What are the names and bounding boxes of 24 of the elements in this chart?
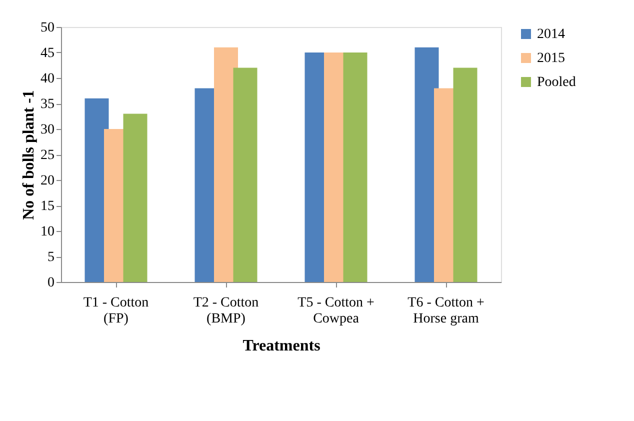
bar: [233, 68, 258, 282]
bar: [453, 68, 478, 282]
legend-label: 2014: [537, 27, 565, 42]
x-tick-label: T6 - Cotton + Horse gram: [408, 296, 484, 326]
legend-label: 2015: [537, 51, 565, 66]
x-tick-label: T1 - Cotton (FP): [83, 296, 149, 326]
y-tick-label: 20: [40, 174, 54, 188]
y-tick-label: 40: [40, 72, 54, 86]
y-tick-label: 10: [40, 224, 54, 240]
y-tick-label: 35: [40, 97, 54, 112]
bar: [343, 52, 368, 282]
x-tick-label: T2 - Cotton (BMP): [193, 296, 259, 326]
bar: [123, 114, 148, 282]
y-tick-label: 45: [40, 46, 54, 61]
x-tick-label: T5 - Cotton + Cowpea: [298, 296, 374, 326]
y-tick-label: 15: [40, 199, 54, 214]
x-axis-title: Treatments: [242, 338, 320, 354]
y-tick-label: 25: [40, 148, 54, 163]
legend-label: Pooled: [537, 75, 576, 90]
y-tick-label: 5: [48, 250, 54, 265]
y-tick-label: 30: [40, 122, 54, 138]
y-tick-label: 0: [48, 276, 54, 290]
y-tick-label: 50: [40, 20, 54, 36]
y-axis-title: No of bolls plant -1: [20, 90, 38, 220]
